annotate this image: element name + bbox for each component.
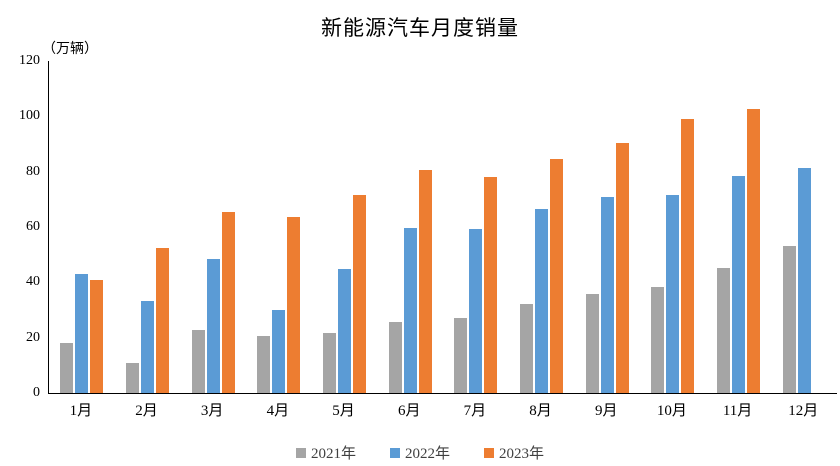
x-tick-label-5月: 5月 [332,403,355,419]
bar-group-11月 [706,61,772,393]
y-tick-label: 80 [26,163,40,179]
bar-2021年-9月 [585,294,599,393]
y-tick-label: 100 [19,108,40,124]
bar-2022年-3月 [206,259,220,393]
bar-group-5月 [312,61,378,393]
bar-group-2月 [115,61,181,393]
y-tick-label: 20 [26,329,40,345]
x-tick-label-2月: 2月 [135,403,158,419]
y-tick-label: 120 [19,53,40,68]
x-tick-label-7月: 7月 [463,403,487,419]
bar-2023年-1月 [90,280,104,393]
bar-2022年-9月 [600,197,614,393]
x-tick-label-4月: 4月 [266,403,290,419]
plot-area [48,61,837,394]
bar-2023年-4月 [287,217,301,393]
bar-group-10月 [640,61,706,393]
bar-group-1月 [49,61,115,393]
bar-2023年-2月 [156,248,169,393]
legend-swatch-icon [389,447,400,458]
bar-group-12月 [771,61,837,393]
bar-2021年-7月 [454,318,468,393]
bar-2021年-10月 [651,287,665,393]
bar-2022年-7月 [469,229,483,393]
bar-group-4月 [246,61,312,393]
y-axis-unit-label: （万辆） [42,42,98,57]
bar-group-7月 [443,61,509,393]
x-axis-tick-labels: 1月 2月 3月 4月 5月 6月 7月 8月 9月 10月 11月 12月 [48,399,836,420]
bar-2021年-12月 [782,246,796,393]
bar-group-6月 [377,61,443,393]
bar-2022年-12月 [797,168,811,393]
x-tick-label-11月: 11月 [722,403,753,419]
bar-2022年-8月 [535,209,549,393]
bar-2022年-6月 [403,228,417,393]
bar-2021年-11月 [717,268,731,393]
bar-2023年-5月 [353,195,367,393]
bar-2023年-9月 [615,143,629,393]
legend-label: 2021年 [310,446,356,462]
x-tick-label-9月: 9月 [594,403,618,419]
bar-2021年-5月 [323,333,337,393]
legend-swatch-icon [295,447,306,458]
y-tick-label: 60 [26,219,40,234]
bar-2023年-7月 [484,177,498,393]
bar-2022年-5月 [338,269,352,393]
bar-2022年-1月 [75,274,89,393]
bar-group-8月 [509,61,575,393]
bar-2023年-11月 [747,109,761,393]
bar-group-9月 [574,61,640,393]
x-tick-label-12月: 12月 [788,403,819,419]
legend-swatch-icon [484,447,494,458]
x-tick-label-10月: 10月 [656,403,687,419]
bar-2021年-8月 [520,304,534,393]
legend-item-2021年: 2021年 [295,442,356,463]
bar-2021年-1月 [60,343,74,393]
bar-2023年-3月 [221,212,235,393]
legend-item-2022年: 2022年 [389,442,450,463]
bar-2022年-2月 [141,301,154,393]
chart-legend: 2021年 2022年 2023年 [0,442,840,463]
x-tick-label-8月: 8月 [529,403,552,419]
bar-2021年-3月 [191,330,205,393]
chart-title: 新能源汽车月度销量 [321,16,519,40]
y-tick-label: 40 [26,274,40,290]
bar-2022年-11月 [732,176,746,393]
legend-label: 2023年 [499,446,545,462]
x-tick-label-3月: 3月 [200,403,224,419]
bar-2021年-2月 [126,363,139,393]
bar-2021年-4月 [257,336,271,393]
bar-2023年-8月 [550,159,564,393]
x-tick-label-6月: 6月 [397,403,421,419]
bar-2023年-10月 [681,119,695,393]
bar-2023年-6月 [418,170,432,393]
x-tick-label-1月: 1月 [69,403,93,419]
bar-2021年-6月 [388,322,402,393]
bar-2022年-4月 [272,310,286,393]
bar-2022年-10月 [666,195,680,393]
legend-item-2023年: 2023年 [484,442,544,463]
bar-group-3月 [180,61,246,393]
legend-label: 2022年 [404,446,450,462]
y-tick-label: 0 [33,385,40,400]
